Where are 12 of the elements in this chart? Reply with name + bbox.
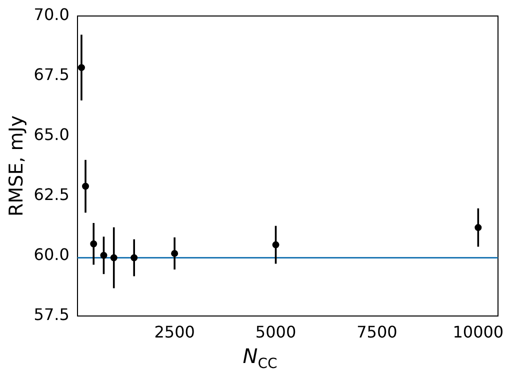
x-tick-label: 7500 <box>356 322 398 342</box>
y-tick-label: 57.5 <box>34 304 70 324</box>
y-tick-label: 60.0 <box>34 244 70 264</box>
y-axis-title: RMSE, mJy <box>5 115 28 216</box>
y-tick-label: 70.0 <box>34 5 70 24</box>
y-tick-label: 67.5 <box>34 65 70 84</box>
x-axis-title: N$_{CC}$ <box>242 344 278 372</box>
x-tick-label: 10000 <box>452 322 504 342</box>
y-tick-label: 62.5 <box>34 185 70 204</box>
x-tick-label: 5000 <box>255 322 296 342</box>
y-tick-label: 65.0 <box>34 125 70 144</box>
x-tick-label: 2500 <box>154 322 195 342</box>
